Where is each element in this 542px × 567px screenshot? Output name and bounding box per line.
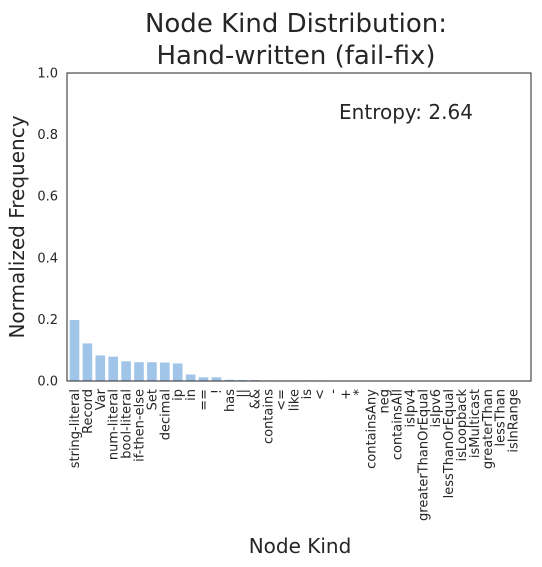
x-tick-label: contains <box>262 389 277 444</box>
x-tick-label: * <box>352 389 367 396</box>
x-tick-label: < <box>313 389 328 400</box>
entropy-annotation: Entropy: 2.64 <box>339 100 473 124</box>
x-tick-label: if-then-else <box>133 389 148 462</box>
y-tick-label: 0.2 <box>37 313 58 328</box>
x-tick-label: Record <box>81 389 96 434</box>
y-tick-label: 0.6 <box>37 190 58 205</box>
bar-4 <box>121 361 131 381</box>
x-tick-label: bool-literal <box>120 389 135 459</box>
bar-0 <box>69 320 80 381</box>
x-tick-label: <= <box>274 389 289 411</box>
x-tick-label: is <box>300 389 315 400</box>
bar-2 <box>95 355 106 381</box>
x-tick-label: lessThan <box>494 389 509 447</box>
y-tick-label: 0.0 <box>37 375 58 390</box>
x-tick-label: greaterThanOrEqual <box>416 389 431 521</box>
x-tick-label: in <box>184 389 199 401</box>
x-tick-label: isLoopback <box>455 389 470 462</box>
x-tick-label: && <box>249 389 264 409</box>
x-tick-label: isInRange <box>507 389 522 453</box>
x-axis-ticks: string-literalRecordVarnum-literalbool-l… <box>68 388 522 521</box>
chart-title-line1: Node Kind Distribution: <box>145 9 447 39</box>
x-tick-label: ! <box>210 389 225 394</box>
y-axis-label: Normalized Frequency <box>5 115 29 338</box>
x-tick-label: - <box>326 389 341 394</box>
x-tick-label: neg <box>378 389 393 414</box>
bar-5 <box>134 362 144 381</box>
x-tick-label: isIpv4 <box>403 389 418 427</box>
bar-10 <box>198 377 209 381</box>
bar-1 <box>82 343 93 381</box>
y-axis-ticks: 0.0 0.2 0.4 0.6 0.8 1.0 <box>37 67 58 390</box>
bar-9 <box>185 374 196 381</box>
x-tick-label: || <box>236 389 251 398</box>
bar-11 <box>211 377 222 381</box>
x-tick-label: containsAll <box>391 389 406 460</box>
x-tick-label: containsAny <box>365 389 380 469</box>
x-tick-label: == <box>197 389 212 411</box>
x-tick-label: string-literal <box>68 389 83 468</box>
bars-group <box>69 320 518 381</box>
bar-7 <box>160 362 170 381</box>
x-tick-label: like <box>287 389 302 411</box>
y-tick-label: 0.8 <box>37 128 58 143</box>
y-tick-label: 1.0 <box>37 67 58 82</box>
x-tick-label: greaterThan <box>481 389 496 469</box>
x-axis-label: Node Kind <box>249 534 352 558</box>
x-tick-label: num-literal <box>107 389 122 460</box>
chart-title-line2: Hand-written (fail-fix) <box>156 41 435 71</box>
bar-12 <box>224 379 235 381</box>
x-tick-label: Set <box>145 389 160 410</box>
y-tick-label: 0.4 <box>37 251 58 266</box>
x-tick-label: Var <box>94 388 109 410</box>
x-tick-label: isMulticast <box>468 389 483 458</box>
x-tick-label: ip <box>171 389 186 401</box>
x-tick-label: isIpv6 <box>429 389 444 427</box>
plot-frame <box>66 72 532 382</box>
x-tick-label: has <box>223 389 238 412</box>
bar-6 <box>147 362 157 381</box>
x-tick-label: + <box>339 389 354 400</box>
x-tick-label: lessThanOrEqual <box>442 389 457 498</box>
bar-8 <box>172 363 183 381</box>
bar-3 <box>108 356 118 381</box>
x-tick-label: decimal <box>158 389 173 440</box>
